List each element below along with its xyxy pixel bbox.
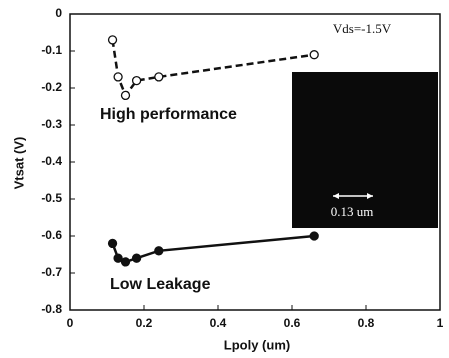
data-point (155, 247, 163, 255)
x-tick-label: 1 (437, 316, 444, 330)
x-tick-label: 0.4 (210, 316, 227, 330)
data-point (109, 36, 117, 44)
y-tick-label: -0.7 (41, 265, 62, 279)
data-point (114, 254, 122, 262)
chart: 0.13 um Vds=-1.5V Lpoly (um) Vtsat (V) H… (0, 0, 449, 358)
data-point (155, 73, 163, 81)
y-tick-label: -0.1 (41, 43, 62, 57)
y-tick-label: -0.6 (41, 228, 62, 242)
data-point (122, 258, 130, 266)
x-tick-label: 0.2 (136, 316, 153, 330)
y-tick-label: -0.4 (41, 154, 62, 168)
data-point (114, 73, 122, 81)
y-tick-label: -0.5 (41, 191, 62, 205)
annotation: Vds=-1.5V (333, 21, 392, 36)
x-tick-label: 0 (67, 316, 74, 330)
x-tick-label: 0.6 (284, 316, 301, 330)
x-tick-label: 0.8 (358, 316, 375, 330)
series-label: Low Leakage (110, 276, 211, 293)
data-point (310, 51, 318, 59)
y-tick-label: -0.3 (41, 117, 62, 131)
data-point (310, 232, 318, 240)
data-point (109, 239, 117, 247)
series-line (113, 40, 315, 96)
y-tick-label: 0 (55, 6, 62, 20)
data-point (133, 77, 141, 85)
data-point (133, 254, 141, 262)
y-tick-label: -0.8 (41, 302, 62, 316)
x-axis-title: Lpoly (um) (224, 337, 290, 352)
scale-label: 0.13 um (331, 204, 374, 219)
series-line (113, 236, 315, 262)
y-tick-label: -0.2 (41, 80, 62, 94)
data-point (122, 91, 130, 99)
series-label: High performance (100, 106, 237, 123)
y-axis-title: Vtsat (V) (11, 137, 26, 190)
